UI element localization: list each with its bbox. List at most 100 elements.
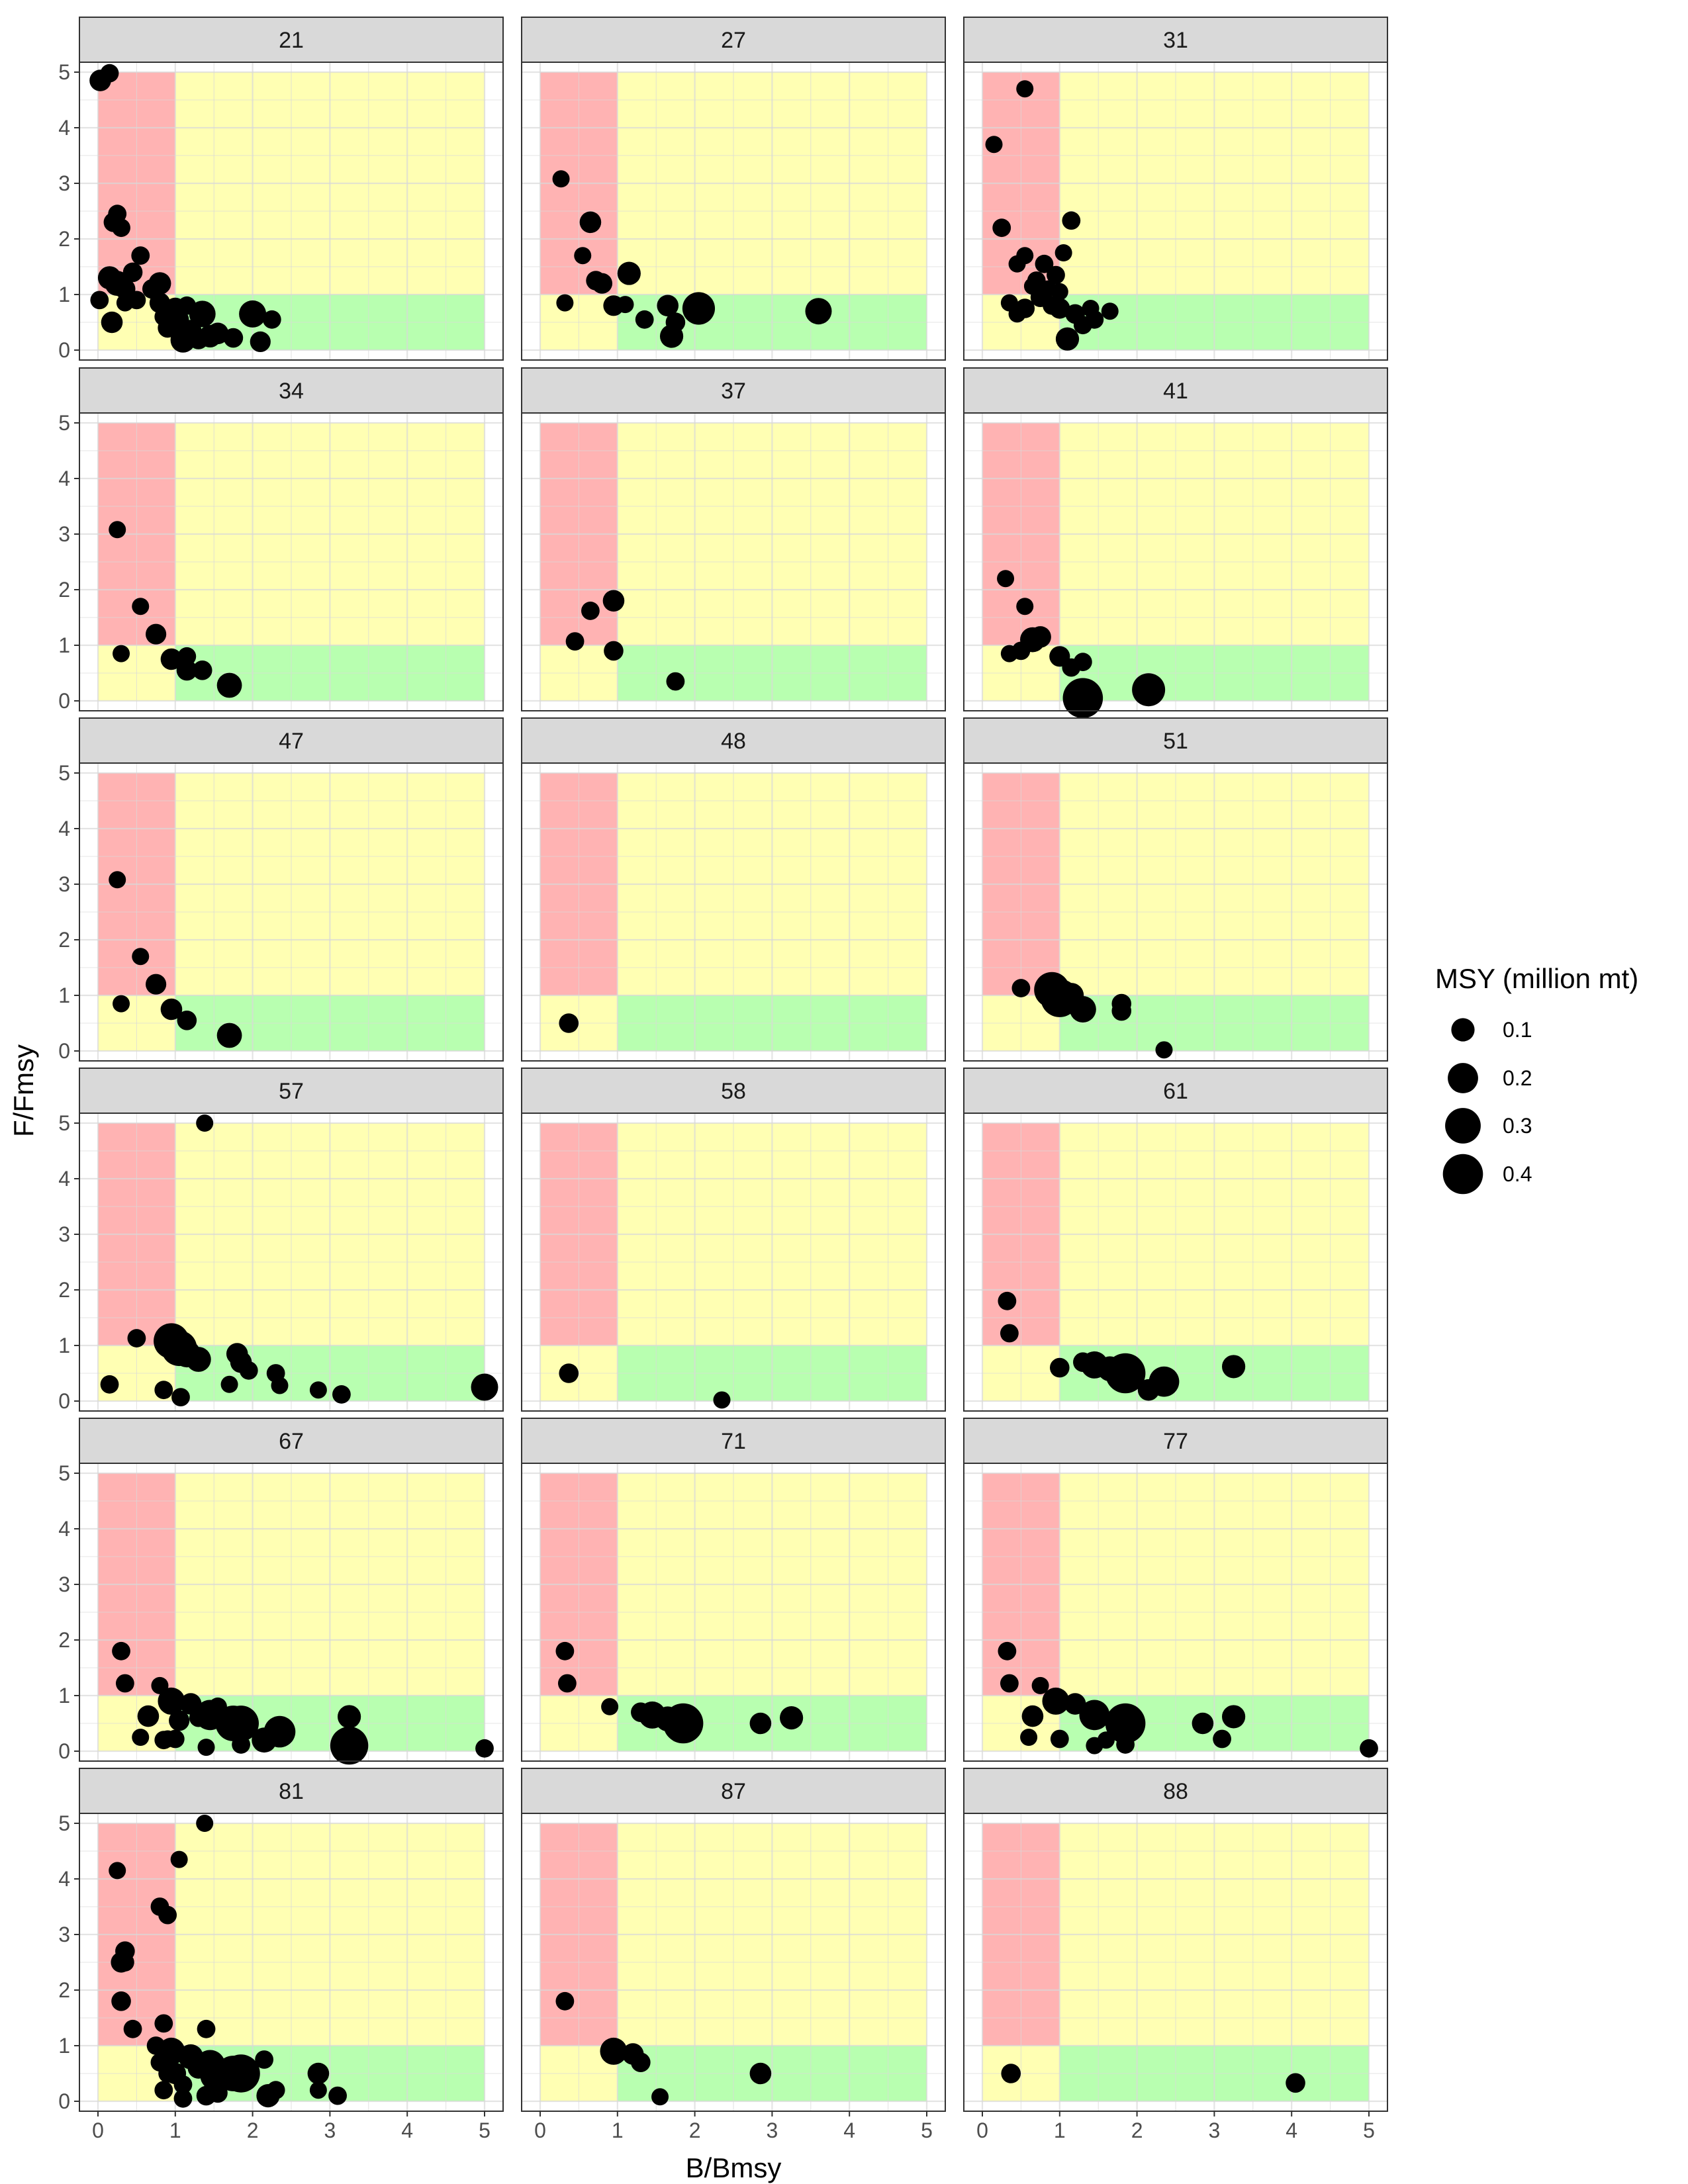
panel-border	[79, 1113, 504, 1412]
data-point	[998, 1291, 1017, 1310]
data-point	[601, 1698, 619, 1715]
data-point	[196, 1115, 214, 1132]
panel-31: 31	[963, 17, 1388, 361]
data-point	[109, 871, 126, 889]
data-point	[992, 218, 1011, 238]
data-point	[127, 1329, 146, 1347]
y-tick-label: 3	[58, 1923, 70, 1946]
y-tick-label: 4	[58, 467, 70, 490]
y-tick-label: 4	[58, 817, 70, 841]
data-point	[617, 261, 641, 285]
data-point	[189, 300, 216, 328]
x-tick-label: 4	[1286, 2118, 1297, 2142]
data-point	[309, 1381, 327, 1399]
panel-48: 48	[521, 717, 946, 1062]
data-point	[749, 1712, 772, 1735]
y-tick-label: 0	[58, 1389, 70, 1413]
data-point	[146, 623, 167, 645]
data-point	[113, 645, 130, 662]
x-tick-label: 3	[1209, 2118, 1221, 2142]
data-point	[1035, 254, 1054, 273]
y-tick-label: 5	[58, 1811, 70, 1835]
gridlines	[964, 413, 1387, 711]
y-tick-label: 0	[58, 1739, 70, 1763]
data-point	[998, 1641, 1017, 1661]
data-point	[131, 246, 150, 265]
data-point	[216, 672, 242, 698]
data-point	[749, 2062, 772, 2085]
facet-strip-label: 48	[721, 729, 746, 754]
data-point	[169, 1710, 190, 1731]
panel-27: 27	[521, 17, 946, 361]
panel-57: 57 0 1 2 3 4 5	[58, 1068, 504, 1413]
gridlines	[79, 413, 503, 711]
data-point	[657, 295, 679, 317]
x-tick-label: 0	[976, 2118, 988, 2142]
gridlines	[79, 1463, 503, 1761]
data-point	[556, 294, 574, 312]
data-point	[337, 1705, 361, 1729]
data-point	[177, 647, 197, 666]
data-point	[1062, 678, 1103, 719]
data-point	[1031, 1676, 1049, 1694]
panel-border	[521, 1813, 946, 2112]
facet-strip	[79, 367, 504, 414]
gridlines	[964, 763, 1387, 1061]
panel-border	[521, 762, 946, 1062]
panel-border	[79, 62, 504, 361]
data-point	[1222, 1355, 1246, 1379]
data-point	[1155, 1041, 1173, 1059]
facet-strip	[521, 1768, 946, 1814]
gridlines	[79, 763, 503, 1061]
x-tick-label: 3	[767, 2118, 778, 2142]
data-point	[565, 632, 585, 651]
legend-title: MSY (million mt)	[1435, 963, 1638, 994]
data-point	[1069, 996, 1096, 1023]
facet-strip-label: 21	[279, 28, 304, 53]
legend-label: 0.2	[1503, 1066, 1532, 1090]
data-point	[1079, 1700, 1110, 1731]
facet-strip-label: 31	[1163, 28, 1188, 53]
data-point	[475, 1739, 494, 1758]
data-point	[127, 291, 146, 310]
data-point	[1055, 327, 1080, 351]
y-tick-label: 5	[58, 411, 70, 435]
panel-67: 67 0 1 2 3 4 5	[58, 1418, 504, 1765]
data-point	[100, 1375, 119, 1394]
data-point	[332, 1385, 351, 1404]
y-tick-label: 5	[58, 1461, 70, 1485]
data-point	[1029, 626, 1051, 648]
data-point	[158, 1905, 177, 1925]
facet-strip-label: 67	[279, 1429, 304, 1454]
x-tick-label: 4	[843, 2118, 855, 2142]
data-point	[137, 1705, 160, 1727]
facet-strip	[963, 1768, 1388, 1814]
data-point	[158, 1687, 185, 1715]
facet-strip	[963, 1068, 1388, 1114]
legend-label: 0.4	[1503, 1162, 1532, 1186]
panel-border	[963, 1113, 1388, 1412]
facet-strip-label: 81	[279, 1779, 304, 1804]
data-point	[1073, 653, 1092, 672]
data-point	[663, 1703, 704, 1744]
data-point	[123, 2019, 142, 2038]
panel-border	[963, 1463, 1388, 1762]
data-point	[600, 2037, 628, 2065]
panel-37: 37	[521, 367, 946, 711]
y-tick-label: 1	[58, 283, 70, 306]
facet-strip	[521, 17, 946, 63]
data-point	[207, 322, 229, 345]
facet-strip-label: 77	[1163, 1429, 1188, 1454]
x-tick-label: 2	[689, 2118, 701, 2142]
x-tick-label: 2	[247, 2118, 259, 2142]
data-point	[1021, 1705, 1044, 1727]
y-tick-label: 1	[58, 2034, 70, 2058]
data-point	[208, 2083, 228, 2103]
data-point	[581, 602, 600, 620]
panel-border	[79, 1463, 504, 1762]
data-point	[109, 521, 126, 539]
data-point	[1111, 1001, 1132, 1021]
data-point	[154, 2081, 173, 2100]
data-point	[177, 1011, 197, 1030]
panel-border	[521, 1113, 946, 1412]
